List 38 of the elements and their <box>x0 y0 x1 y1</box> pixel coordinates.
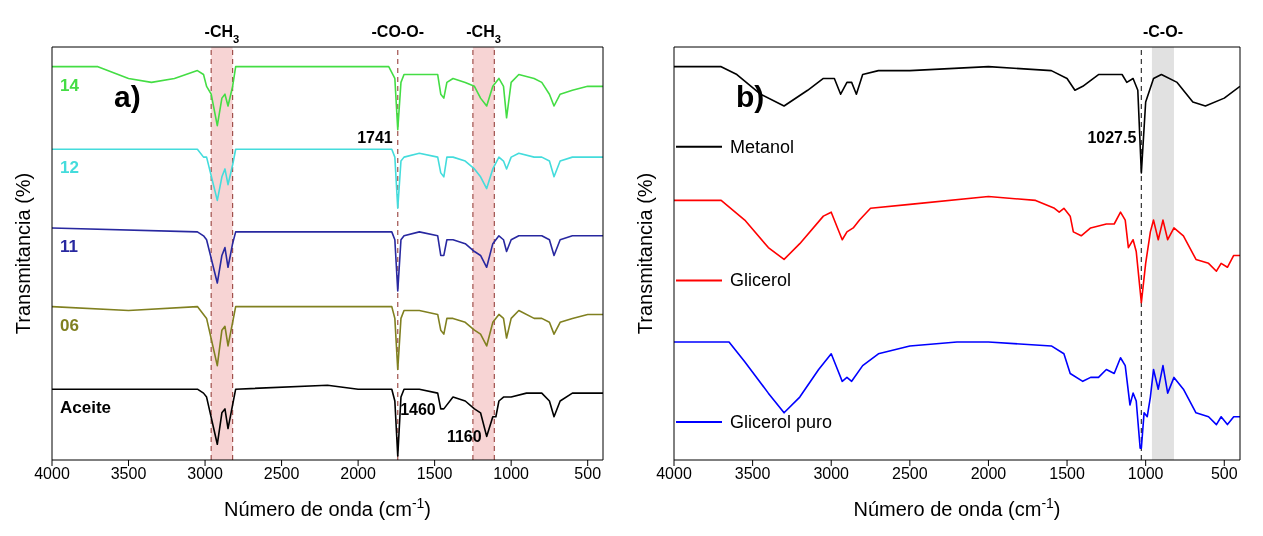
x-tick-label: 500 <box>574 465 602 483</box>
x-tick-label: 4000 <box>656 465 692 483</box>
x-tick-label: 2500 <box>263 465 300 483</box>
x-tick-label: 1500 <box>1049 465 1085 483</box>
band-label: -CH$_{3}$ <box>204 23 240 45</box>
x-axis-title: Número de onda (cm$^{-1}$) <box>853 495 1061 520</box>
x-tick-label: 3500 <box>734 465 771 483</box>
series-label: 14 <box>60 75 80 95</box>
y-axis-title: Transmitancia (%) <box>634 172 656 335</box>
x-tick-label: 4000 <box>34 465 70 483</box>
x-tick-label: 1000 <box>493 465 530 483</box>
x-tick-label: 3500 <box>110 465 147 483</box>
x-tick-label: 2000 <box>970 465 1007 483</box>
annotation: 1160 <box>446 428 482 446</box>
annotation: a) <box>114 80 141 114</box>
annotation: b) <box>736 80 765 114</box>
legend-label: Metanol <box>730 136 795 157</box>
x-tick-label: 3000 <box>187 465 223 483</box>
x-tick-label: 500 <box>1210 465 1238 483</box>
series-label: 12 <box>60 158 79 178</box>
x-axis-title: Número de onda (cm$^{-1}$) <box>224 495 431 520</box>
ref-line-label: -CO-O- <box>371 23 424 40</box>
series-label: 11 <box>60 236 78 256</box>
band-label: -CH$_{3}$ <box>466 23 501 45</box>
band-label: -C-O- <box>1142 23 1183 40</box>
series-label: 06 <box>60 315 79 335</box>
legend-label: Glicerol <box>730 270 792 291</box>
x-tick-label: 2500 <box>892 465 928 483</box>
x-tick-label: 1500 <box>416 465 453 483</box>
annotation: 1027.5 <box>1087 129 1137 147</box>
y-axis-title: Transmitancia (%) <box>12 172 34 335</box>
x-tick-label: 3000 <box>813 465 850 483</box>
x-tick-label: 1000 <box>1127 465 1164 483</box>
series-label: Aceite <box>60 398 112 418</box>
annotation: 1741 <box>357 129 393 147</box>
legend-label: Glicerol puro <box>730 412 833 432</box>
annotation: 1460 <box>400 400 436 418</box>
x-tick-label: 2000 <box>340 465 377 483</box>
